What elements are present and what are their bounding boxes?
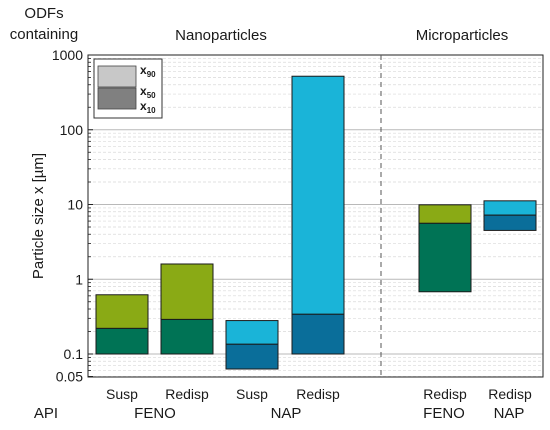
y-tick-label: 10 xyxy=(67,197,83,213)
x-category-label: Redisp xyxy=(488,386,532,402)
bar-segment-x90-x50 xyxy=(225,320,279,345)
x-category-label: Redisp xyxy=(165,386,209,402)
bar-segment-x50-x10 xyxy=(418,222,472,293)
bar-segment-x90-x50 xyxy=(160,263,214,320)
bar-segment-x90-x50 xyxy=(291,75,345,315)
legend-swatch-x90 xyxy=(97,65,137,88)
legend-x10-label: x10 xyxy=(140,99,156,115)
legend-x90-label: x90 xyxy=(140,63,156,79)
section-title-microparticles: Microparticles xyxy=(416,27,509,44)
bar-segment-x50-x10 xyxy=(225,343,279,370)
bar-segment-x50-x10 xyxy=(483,214,537,231)
y-tick-label: 1000 xyxy=(52,47,83,63)
legend-swatch-x50 xyxy=(97,87,137,110)
group-label-feno-nano: FENO xyxy=(134,405,176,422)
x-category-label: Redisp xyxy=(296,386,340,402)
bar-segment-x90-x50 xyxy=(483,200,537,216)
bar-segment-x50-x10 xyxy=(291,313,345,355)
group-label-nap-micro: NAP xyxy=(494,405,525,422)
x-category-label: Redisp xyxy=(423,386,467,402)
bar-segment-x90-x50 xyxy=(95,294,149,329)
legend: x90 x50 x10 xyxy=(93,58,163,119)
corner-label-line2: containing xyxy=(10,26,78,43)
y-tick-label: 0.1 xyxy=(64,346,84,362)
legend-x50-label: x50 xyxy=(140,84,156,100)
x-category-label: Susp xyxy=(236,386,268,402)
x-category-label: Susp xyxy=(106,386,138,402)
bar-segment-x50-x10 xyxy=(95,327,149,355)
x-axis-labels: Susp Redisp Susp Redisp Redisp Redisp xyxy=(106,386,532,402)
bar-segment-x50-x10 xyxy=(160,318,214,355)
group-label-nap-nano: NAP xyxy=(271,405,302,422)
corner-label-line1: ODFs xyxy=(24,5,63,22)
bar-segment-x90-x50 xyxy=(418,204,472,224)
y-axis-ticks: 0.05 0.1 1 10 100 1000 xyxy=(52,47,93,385)
y-tick-label: 0.05 xyxy=(56,369,83,385)
api-row-label: API xyxy=(34,405,58,422)
bars xyxy=(95,75,537,370)
y-tick-label: 100 xyxy=(60,122,84,138)
group-label-feno-micro: FENO xyxy=(423,405,465,422)
y-axis-label: Particle size x [µm] xyxy=(30,153,47,279)
section-title-nanoparticles: Nanoparticles xyxy=(175,27,267,44)
y-tick-label: 1 xyxy=(75,271,83,287)
